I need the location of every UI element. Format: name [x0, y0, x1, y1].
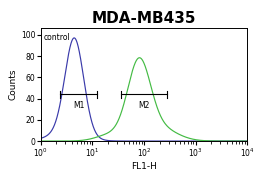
Text: control: control [44, 33, 70, 42]
Text: M2: M2 [138, 101, 149, 110]
Y-axis label: Counts: Counts [9, 68, 18, 100]
Text: M1: M1 [73, 101, 84, 110]
X-axis label: FL1-H: FL1-H [131, 162, 156, 171]
Title: MDA-MB435: MDA-MB435 [91, 11, 196, 26]
